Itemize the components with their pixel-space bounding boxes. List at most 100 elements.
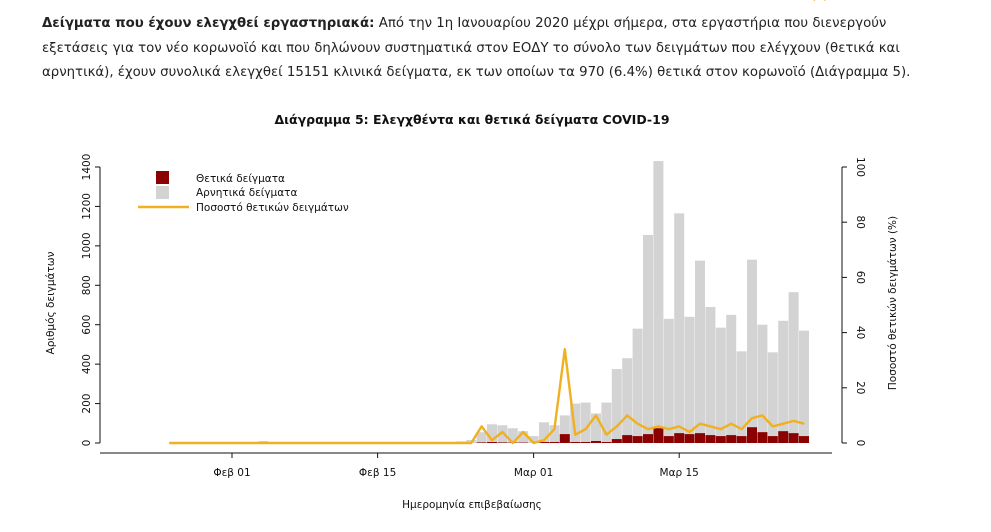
percent-point — [272, 442, 275, 444]
percent-point — [408, 442, 410, 444]
percent-point — [636, 422, 639, 425]
bar-negative — [663, 318, 674, 443]
bar-positive — [601, 442, 612, 443]
bar-negative — [591, 413, 601, 443]
percent-point — [824, 0, 826, 1]
percent-line-group — [168, 0, 826, 445]
bar-negative — [497, 425, 508, 443]
percent-point — [293, 442, 296, 444]
y2-tick-label: 60 — [854, 271, 866, 284]
y2-tick-label: 20 — [854, 381, 866, 394]
percent-point — [179, 442, 181, 444]
bar-negative — [757, 324, 768, 443]
percent-point — [564, 348, 566, 350]
percent-point — [595, 414, 597, 417]
bar-negative — [726, 314, 737, 443]
percent-point — [200, 442, 202, 444]
percent-point — [439, 442, 441, 444]
x-tick-label: Φεβ 15 — [359, 467, 396, 479]
bar-negative — [518, 431, 529, 443]
percent-point — [584, 428, 587, 431]
bar-negative — [622, 358, 633, 443]
percent-line — [169, 348, 805, 445]
bar-positive — [622, 435, 633, 443]
percent-point — [345, 442, 348, 444]
bar-negative — [747, 259, 757, 443]
y-axis-label: Αριθμός δειγμάτων — [45, 251, 57, 354]
intro-heading: Δείγματα που έχουν ελεγχθεί εργαστηριακά… — [42, 16, 375, 31]
percent-point — [356, 442, 358, 444]
percent-point — [501, 431, 504, 433]
x-axis-label: Ημερομηνία επιβεβαίωσης — [402, 499, 542, 511]
bar-positive — [559, 434, 570, 443]
bar-negative — [539, 422, 549, 443]
intro-paragraph: Δείγματα που έχουν ελεγχθεί εργαστηριακά… — [42, 12, 942, 86]
bar-negative — [570, 403, 581, 443]
bar-negative — [715, 327, 726, 443]
bar-positive — [580, 442, 591, 443]
percent-point — [262, 442, 265, 444]
chart-title: Διάγραμμα 5: Ελεγχθέντα και θετικά δείγμ… — [274, 112, 669, 127]
percent-point — [647, 428, 649, 431]
percent-point — [304, 442, 306, 444]
bar-negative — [653, 161, 664, 444]
percent-point — [553, 428, 556, 431]
y-tick-label: 1200 — [81, 193, 93, 220]
bar-positive — [736, 436, 747, 443]
percent-point — [220, 442, 223, 444]
legend-label: Ποσοστό θετικών δειγμάτων — [196, 202, 349, 214]
percent-point — [387, 442, 389, 444]
bar-negative — [788, 292, 799, 443]
bar-positive — [726, 435, 737, 443]
percent-point — [283, 442, 285, 444]
bar-negative — [643, 235, 653, 443]
legend-label: Θετικά δείγματα — [196, 173, 285, 185]
percent-point — [189, 442, 192, 444]
y-tick-label: 600 — [81, 315, 93, 335]
percent-point — [657, 425, 660, 428]
y-tick-label: 400 — [81, 354, 93, 374]
legend-label: Αρνητικά δείγματα — [196, 187, 297, 199]
bar-positive — [549, 442, 560, 443]
bar-negative — [767, 352, 778, 443]
y2-tick-label: 100 — [854, 157, 866, 177]
y2-tick-label: 80 — [854, 216, 866, 229]
bar-positive — [799, 436, 809, 443]
bar-positive — [539, 442, 549, 443]
bar-positive — [788, 433, 799, 443]
bar-positive — [715, 436, 726, 443]
percent-point — [605, 433, 608, 436]
percent-point — [522, 431, 524, 433]
percent-point — [376, 442, 379, 444]
bar-negative — [695, 260, 705, 443]
legend-swatch-negative — [156, 186, 169, 199]
percent-point — [418, 442, 421, 444]
percent-point — [720, 428, 722, 431]
bar-positive — [663, 436, 674, 443]
bar-positive — [611, 439, 622, 443]
percent-point — [751, 417, 753, 419]
percent-point — [709, 425, 712, 428]
legend: Θετικά δείγματα Αρνητικά δείγματα Ποσοστό … — [138, 171, 349, 214]
percent-point — [740, 428, 743, 431]
percent-point — [626, 414, 628, 417]
percent-point — [241, 442, 244, 444]
percent-point — [460, 442, 462, 444]
y-tick-label: 1000 — [81, 232, 93, 259]
y-tick-label: 800 — [81, 275, 93, 295]
bar-positive — [643, 434, 653, 443]
percent-point — [366, 442, 369, 444]
bar-positive — [778, 431, 789, 443]
bar-negative — [549, 425, 560, 443]
percent-point — [314, 442, 317, 444]
percent-point — [397, 442, 400, 444]
axes-group: 0 200 400 600 800 1000 1200 1400 0 20 40 60 80 100 Φεβ… — [81, 154, 866, 479]
bar-negative — [778, 320, 789, 443]
percent-point — [730, 422, 732, 425]
x-tick-label: Μαρ 01 — [514, 467, 553, 479]
bar-negative — [632, 328, 643, 443]
percent-point — [782, 422, 784, 425]
percent-point — [678, 425, 680, 428]
bar-positive — [705, 435, 716, 443]
